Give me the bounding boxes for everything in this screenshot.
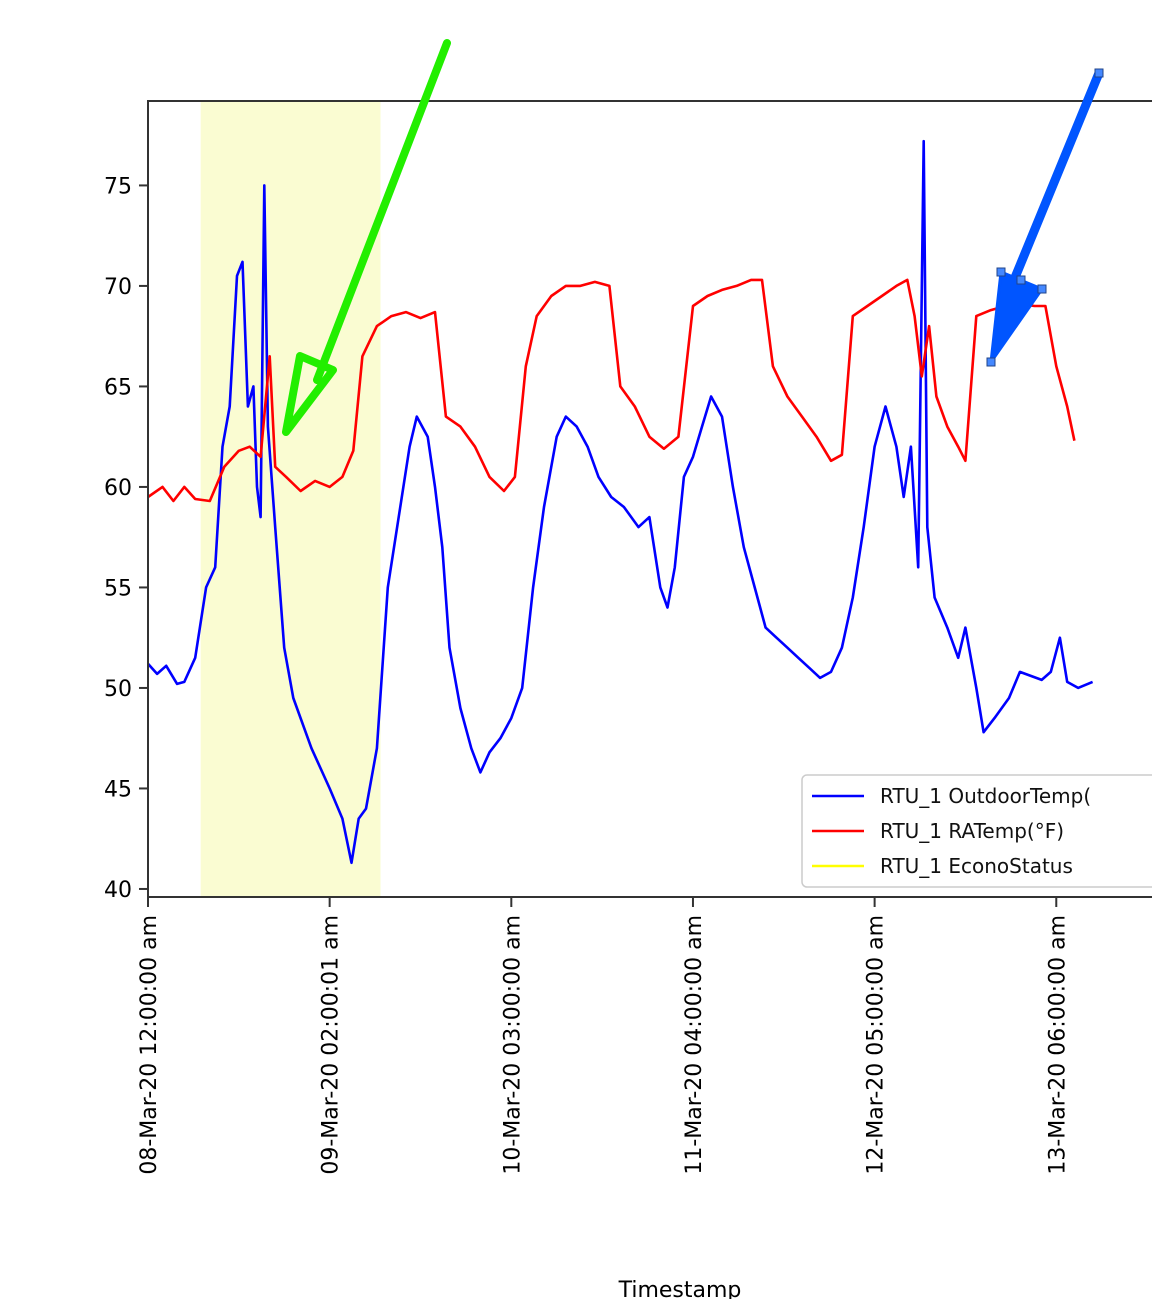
shade-layer [200, 101, 381, 897]
arrow-handle-icon [986, 357, 996, 367]
y-tick-label: 70 [104, 275, 132, 300]
x-tick-label: 13-Mar-20 06:00:00 am [1045, 915, 1070, 1175]
legend-entry-label: RTU_1 EconoStatus [880, 854, 1073, 878]
x-tick-label: 08-Mar-20 12:00:00 am [137, 915, 162, 1175]
x-tick-label: 11-Mar-20 04:00:00 am [682, 915, 707, 1175]
y-tick-label: 40 [104, 878, 132, 903]
x-tick-label: 09-Mar-20 02:00:01 am [319, 915, 344, 1175]
y-tick-label: 45 [104, 777, 132, 802]
legend: RTU_1 OutdoorTemp( RTU_1 RATemp(°F) RTU_1 … [801, 774, 1152, 888]
series-line-1 [148, 278, 1076, 503]
econo-shaded-region [200, 101, 381, 897]
x-axis: 08-Mar-20 12:00:00 am 09-Mar-20 02:00:01 … [137, 897, 1070, 1175]
y-tick-label: 60 [104, 476, 132, 501]
y-tick-label: 75 [104, 174, 132, 199]
arrow-handle-icon [1037, 284, 1047, 294]
x-axis-title: Timestamp [618, 1278, 742, 1299]
legend-entry-label: RTU_1 RATemp(°F) [880, 819, 1064, 843]
y-axis: 40 45 50 55 60 65 70 75 [104, 174, 148, 903]
x-tick-label: 10-Mar-20 03:00:00 am [500, 915, 525, 1175]
blue-arrow-shaft [1009, 68, 1104, 285]
legend-entry-label: RTU_1 OutdoorTemp( [880, 784, 1091, 808]
legend-box [801, 774, 1152, 888]
green-arrow-shaft [313, 39, 451, 384]
x-tick-label: 12-Mar-20 05:00:00 am [864, 915, 889, 1175]
arrow-handle-icon [996, 267, 1006, 277]
annotation-layer [282, 39, 1104, 436]
y-tick-label: 65 [104, 375, 132, 400]
arrow-handle-icon [1016, 275, 1026, 285]
plot-area-frame [147, 100, 1152, 898]
y-tick-label: 55 [104, 576, 132, 601]
series-layer [148, 139, 1094, 865]
arrow-handle-icon [1094, 68, 1104, 78]
y-tick-label: 50 [104, 677, 132, 702]
green-arrow-head [282, 352, 337, 436]
series-line-0 [148, 139, 1094, 865]
